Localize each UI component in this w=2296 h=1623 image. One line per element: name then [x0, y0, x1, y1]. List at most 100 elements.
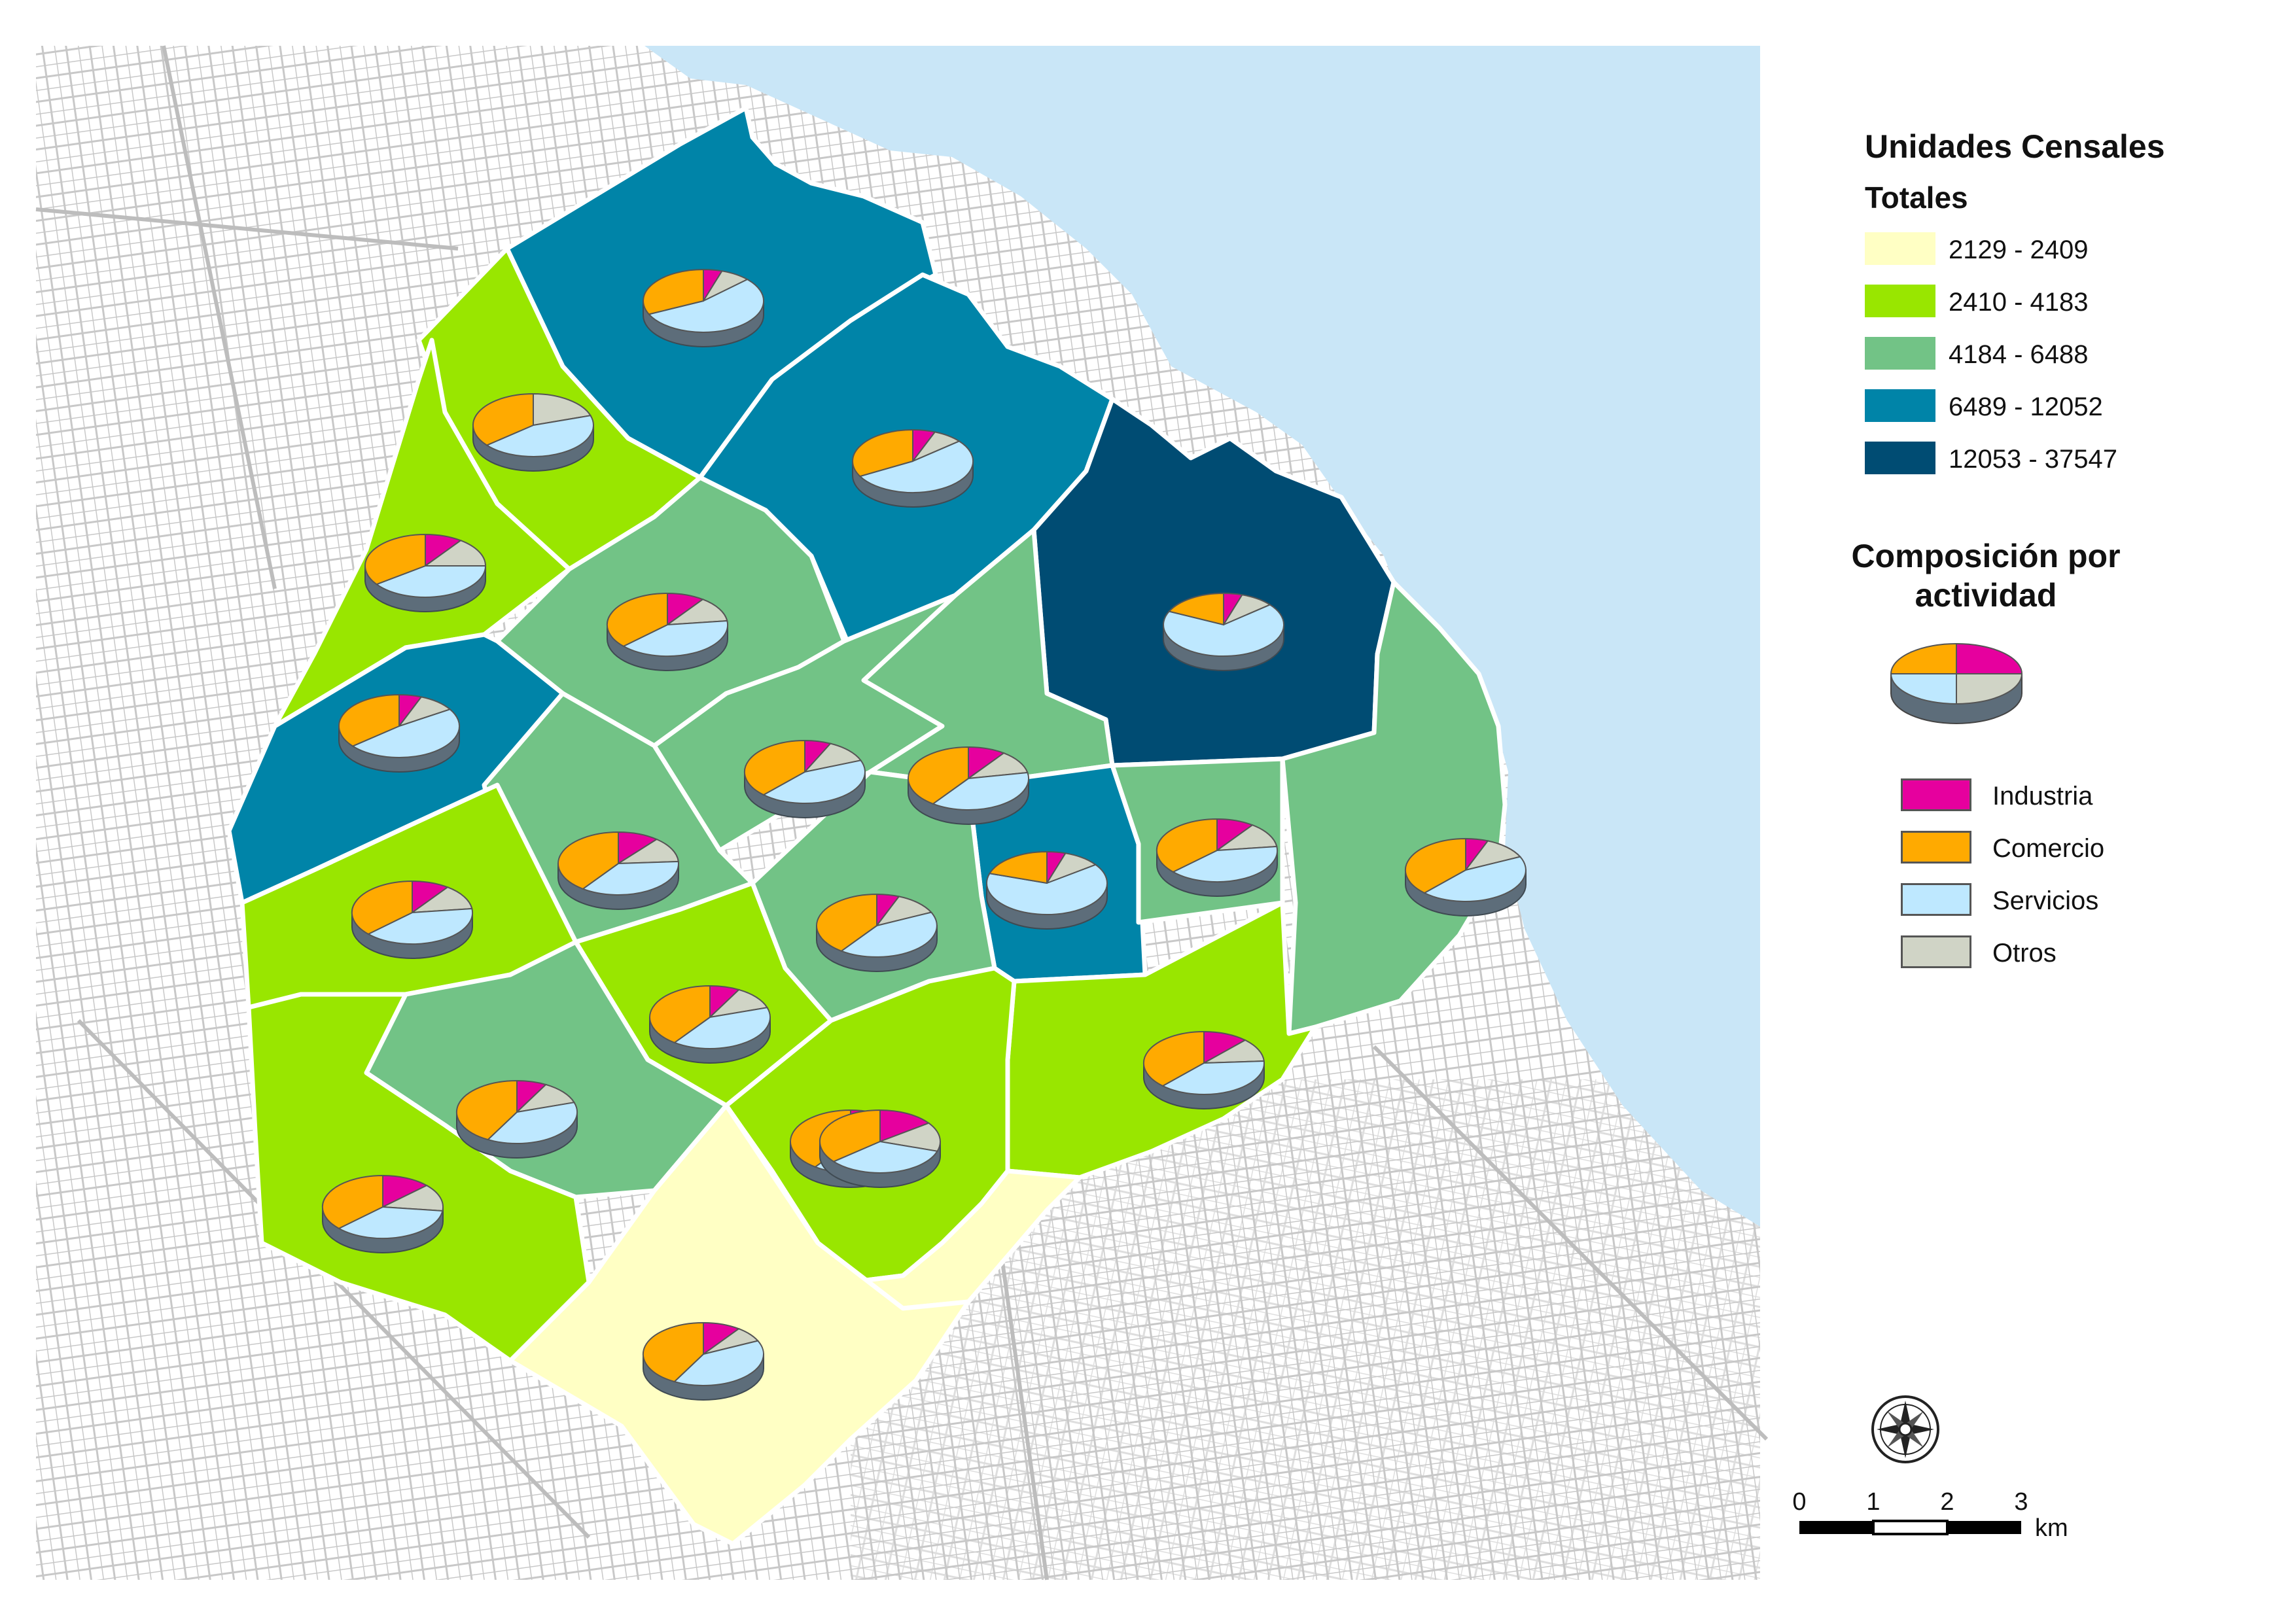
pie-slice-comercio — [988, 850, 1048, 884]
scale-tick-2: 2 — [1940, 1488, 1954, 1516]
pie-slice-otros — [877, 1122, 941, 1152]
pie-slice-comercio — [455, 1079, 518, 1141]
pie-slice-comercio — [1167, 592, 1224, 626]
pie-slice-comercio — [472, 393, 534, 446]
legend-swatch-class-1 — [1865, 232, 1935, 265]
pie-slice-comercio — [364, 533, 426, 585]
activity-pie-16 — [649, 985, 771, 1064]
census-unit-9 — [861, 527, 1115, 788]
activity-pie-1 — [643, 268, 765, 347]
legend-swatch-class-3 — [1865, 337, 1935, 370]
pie-slice-otros — [380, 1184, 444, 1212]
scale-tick-1: 1 — [1866, 1488, 1880, 1516]
pie-slice-servicios — [337, 1206, 444, 1240]
activity-pie-9 — [908, 746, 1030, 825]
activity-pie-10 — [557, 831, 679, 910]
pie-slice-otros — [616, 838, 679, 865]
activity-pie-22 — [642, 1321, 764, 1401]
legend-swatch-class-4 — [1865, 389, 1935, 422]
pie-slice-comercio — [606, 592, 668, 648]
activity-pie-4 — [364, 533, 487, 612]
legend-label-class-5: 12053 - 37547 — [1949, 445, 2118, 474]
pie-slice-servicios — [351, 708, 460, 759]
legend-swatch-class-2 — [1865, 285, 1935, 317]
activity-pie-2 — [472, 393, 594, 472]
pie-slice-servicios — [673, 1007, 771, 1049]
pie-slice-servicios — [366, 907, 473, 945]
pie-slice-otros — [665, 599, 728, 626]
activity-pie-21 — [819, 1109, 941, 1188]
pie-slice-comercio — [852, 428, 913, 478]
activity-pie-7 — [338, 693, 460, 773]
legend-swatch-industria — [1901, 778, 1971, 811]
scale-bar: 0 1 2 3 km — [1792, 1488, 2068, 1542]
pie-slice-servicios — [931, 771, 1030, 811]
legend-label-class-1: 2129 - 2409 — [1949, 236, 2089, 264]
composition-title-line2: actividad — [1915, 577, 2057, 614]
pie-slice-servicios — [622, 620, 728, 657]
pie-slice-comercio — [351, 880, 413, 935]
activity-pies — [321, 268, 1527, 1401]
pie-slice-servicios — [1171, 845, 1278, 883]
activity-pie-3 — [852, 428, 974, 508]
pie-slice-servicios — [858, 440, 974, 494]
composition-legend-pie — [1890, 642, 2023, 724]
compass-rose-icon — [1871, 1395, 1939, 1463]
pie-slice-comercio — [819, 1109, 881, 1162]
pie-slice-servicios — [1422, 856, 1527, 902]
composition-title-line1: Composición por — [1851, 538, 2121, 574]
legend-swatch-comercio — [1901, 831, 1971, 864]
legend-swatch-servicios — [1901, 883, 1971, 916]
scale-tick-3: 3 — [2014, 1488, 2028, 1516]
legend-title: Unidades Censales — [1865, 128, 2165, 165]
activity-pie-5 — [606, 592, 728, 671]
activity-pie-6 — [1163, 592, 1285, 671]
activity-pie-19 — [1143, 1030, 1265, 1109]
activity-pie-11 — [351, 880, 473, 959]
census-units — [226, 105, 1508, 1546]
census-unit-18 — [246, 992, 592, 1363]
pie-slice-servicios — [486, 1102, 578, 1145]
activity-pie-18 — [321, 1174, 444, 1253]
legend-label-class-2: 2410 - 4183 — [1949, 288, 2089, 317]
pie-slice-servicios — [1161, 1060, 1265, 1096]
legend-swatch-otros — [1901, 935, 1971, 968]
legend-label-industria: Industria — [1992, 782, 2093, 811]
pie-slice-otros — [410, 886, 473, 914]
composition-title: Composición por actividad — [1832, 536, 2140, 615]
pie-slice-servicios — [762, 759, 866, 805]
water-body — [645, 46, 1760, 1227]
pie-slice-comercio — [557, 831, 619, 890]
pie-slice-servicios — [839, 911, 938, 958]
pie-slice-otros — [423, 540, 487, 567]
pie-slice-comercio — [1156, 818, 1218, 873]
legend-subtitle: Totales — [1865, 181, 1968, 215]
pie-slice-comercio — [321, 1174, 383, 1230]
pie-slice-servicios — [673, 1340, 764, 1387]
pie-slice-servicios — [986, 864, 1108, 916]
legend-label-class-3: 4184 - 6488 — [1949, 340, 2089, 369]
pie-slice-servicios — [832, 1140, 939, 1174]
legend-label-comercio: Comercio — [1992, 834, 2105, 863]
pie-slice-servicios — [375, 565, 487, 598]
pie-slice-comercio — [1405, 837, 1466, 894]
activity-pie-8 — [744, 739, 866, 818]
pie-slice-servicios — [485, 415, 594, 457]
legend-label-class-4: 6489 - 12052 — [1949, 393, 2103, 421]
activity-pie-15 — [1405, 837, 1527, 916]
activity-pie-12 — [986, 850, 1108, 930]
legend-swatch-class-5 — [1865, 442, 1935, 474]
pie-slice-industria — [879, 1109, 930, 1143]
pie-slice-industria — [382, 1174, 429, 1208]
census-unit-22 — [508, 1103, 971, 1546]
legend-label-otros: Otros — [1992, 939, 2057, 968]
pie-slice-comercio — [908, 746, 969, 805]
pie-slice-servicios — [581, 860, 679, 896]
pie-slice-otros — [1214, 824, 1278, 852]
activity-pie-14 — [816, 893, 938, 972]
activity-pie-13 — [1156, 818, 1278, 897]
legend-label-servicios: Servicios — [1992, 886, 2099, 915]
pie-slice-comercio — [642, 1321, 704, 1383]
pie-slice-servicios — [647, 278, 765, 333]
